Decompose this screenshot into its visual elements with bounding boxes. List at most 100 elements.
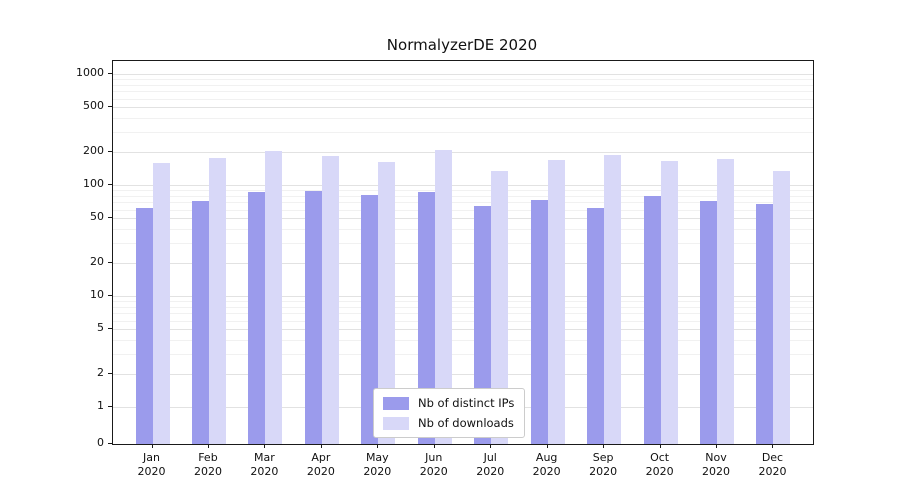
y-tick-mark [108, 261, 112, 263]
bar-distinct-ips [700, 200, 718, 444]
x-tick-mark [772, 444, 774, 448]
bar-distinct-ips [756, 203, 774, 444]
x-tick-month: Nov [705, 451, 727, 464]
legend-swatch [383, 396, 409, 410]
x-tick-mark [264, 444, 266, 448]
y-tick-mark [108, 150, 112, 152]
gridline-major [113, 329, 813, 331]
bar-downloads [547, 160, 565, 444]
x-tick-mark [659, 444, 661, 448]
y-tick-mark [108, 328, 112, 330]
gridline-major [113, 373, 813, 375]
y-tick-mark [108, 406, 112, 407]
bar-downloads [604, 155, 622, 444]
bar-downloads [265, 150, 283, 444]
y-tick-label: 200 [83, 143, 104, 157]
x-tick-year: 2020 [645, 465, 674, 478]
x-tick-year: 2020 [758, 465, 787, 478]
x-tick-month: Jan [143, 451, 160, 464]
x-tick-month: Mar [254, 451, 275, 464]
x-tick-label: Sep 2020 [571, 451, 635, 479]
x-tick-label: Oct 2020 [628, 451, 692, 479]
gridline-major [113, 151, 813, 153]
gridline-minor [113, 190, 813, 192]
x-tick-year: 2020 [306, 465, 335, 478]
gridline-minor [113, 195, 813, 197]
x-tick-mark [207, 444, 209, 448]
gridline-minor [113, 132, 813, 134]
x-tick-mark [377, 444, 379, 448]
x-tick-year: 2020 [532, 465, 561, 478]
y-tick-label: 1000 [76, 66, 104, 79]
bar-downloads [491, 170, 509, 444]
gridline-minor [113, 229, 813, 231]
bar-distinct-ips [587, 208, 605, 444]
gridline-minor [113, 209, 813, 211]
x-tick-month: Dec [761, 451, 784, 464]
y-tick-label: 10 [90, 288, 104, 301]
y-tick-label: 20 [90, 254, 104, 268]
gridline-minor [113, 79, 813, 81]
y-tick-mark [108, 106, 112, 108]
x-tick-year: 2020 [137, 465, 166, 478]
gridline-minor [113, 301, 813, 303]
x-tick-mark [603, 444, 605, 448]
gridline-minor [113, 118, 813, 120]
y-tick-label: 100 [83, 177, 104, 190]
x-tick-label: Jul 2020 [458, 451, 522, 479]
chart-title: NormalyzerDE 2020 [386, 36, 538, 54]
x-tick-label: Mar 2020 [232, 451, 296, 479]
bar-distinct-ips [417, 191, 435, 444]
x-tick-label: Apr 2020 [289, 451, 353, 479]
y-tick-mark [108, 443, 112, 444]
x-tick-month: Oct [650, 451, 670, 464]
x-tick-year: 2020 [589, 465, 618, 478]
x-tick-label: Jan 2020 [120, 451, 184, 479]
bar-downloads [773, 170, 791, 444]
y-tick-label: 5 [97, 321, 104, 335]
gridline-major [113, 107, 813, 109]
x-tick-label: Feb 2020 [176, 451, 240, 479]
gridline-major [113, 74, 813, 75]
plot-area [112, 60, 814, 445]
bar-distinct-ips [361, 195, 379, 444]
gridline-minor [113, 340, 813, 342]
x-tick-month: Sep [592, 451, 614, 464]
x-tick-label: Jun 2020 [402, 451, 466, 479]
gridline-minor [113, 91, 813, 93]
gridline-minor [113, 84, 813, 86]
gridline-minor [113, 202, 813, 204]
x-tick-label: Dec 2020 [740, 451, 804, 479]
bar-distinct-ips [191, 200, 209, 444]
x-tick-month: Jul [483, 451, 497, 464]
x-tick-mark [433, 444, 435, 448]
x-tick-mark [490, 444, 492, 448]
bar-downloads [152, 162, 170, 444]
x-tick-label: Aug 2020 [515, 451, 579, 479]
x-tick-year: 2020 [193, 465, 222, 478]
x-tick-year: 2020 [363, 465, 392, 478]
gridline-minor [113, 98, 813, 100]
gridline-major [113, 296, 813, 297]
bar-downloads [208, 157, 226, 444]
legend: Nb of distinct IPs Nb of downloads [373, 388, 526, 438]
x-tick-year: 2020 [476, 465, 505, 478]
x-tick-label: May 2020 [345, 451, 409, 479]
x-tick-year: 2020 [702, 465, 731, 478]
legend-label: Nb of distinct IPs [418, 396, 515, 410]
gridline-minor [113, 320, 813, 322]
bar-distinct-ips [474, 205, 492, 444]
x-tick-mark [716, 444, 718, 448]
x-tick-mark [151, 444, 153, 448]
y-tick-mark [108, 372, 112, 374]
legend-entry: Nb of downloads [383, 416, 514, 430]
x-tick-month: Feb [198, 451, 218, 464]
bar-distinct-ips [248, 192, 266, 444]
legend-entry: Nb of distinct IPs [383, 396, 514, 410]
y-tick-mark [108, 295, 112, 296]
y-tick-mark [108, 73, 112, 74]
bar-downloads [434, 149, 452, 444]
y-tick-mark [108, 217, 112, 219]
x-tick-year: 2020 [250, 465, 279, 478]
gridline-major [113, 262, 813, 264]
